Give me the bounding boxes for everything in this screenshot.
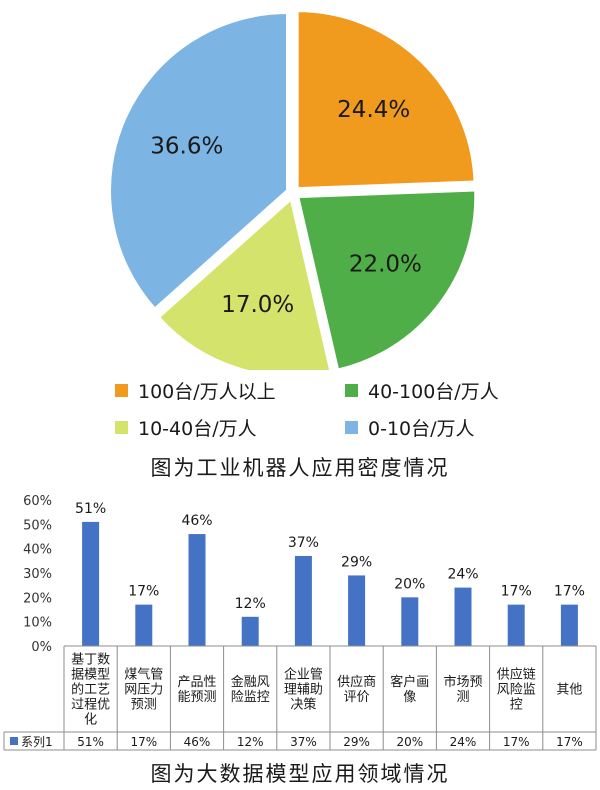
category-label-9-line-3: 控 xyxy=(510,698,523,713)
legend-item-2: 40-100台/万人 xyxy=(345,377,499,404)
legend-item-1: 100台/万人以上 xyxy=(115,377,276,404)
legend-label-1: 100台/万人以上 xyxy=(138,381,276,403)
category-label-5-line-3: 决策 xyxy=(290,697,316,713)
category-label-2-line-3: 预测 xyxy=(131,698,157,713)
bar-value-label-10: 17% xyxy=(554,584,585,600)
y-tick-label-0: 0% xyxy=(31,640,52,655)
pie-slice-label-4: 36.6% xyxy=(150,133,223,159)
bar-1 xyxy=(82,521,100,646)
bar-9 xyxy=(507,604,525,646)
category-label-8-line-2: 测 xyxy=(456,690,469,705)
category-label-3-line-2: 能预测 xyxy=(177,690,216,705)
category-label-1-line-1: 基丁数 xyxy=(71,653,110,668)
bar-8 xyxy=(454,587,472,646)
bar-3 xyxy=(188,534,206,646)
legend-swatch-2 xyxy=(345,384,358,397)
category-label-7-line-1: 客户画 xyxy=(390,674,429,690)
legend-swatch-3 xyxy=(115,421,128,434)
table-value-8: 24% xyxy=(450,735,477,749)
category-label-6-line-2: 评价 xyxy=(344,690,370,705)
bar-value-label-2: 17% xyxy=(128,584,159,600)
pie-slice-2 xyxy=(295,188,478,370)
series-name-label: 系列1 xyxy=(21,735,53,749)
table-value-10: 17% xyxy=(556,735,583,749)
table-value-1: 51% xyxy=(77,735,104,749)
legend-swatch-1 xyxy=(115,384,128,397)
table-value-4: 12% xyxy=(237,735,264,749)
bar-value-label-8: 24% xyxy=(447,567,478,583)
bar-chart: 0% 10% 20% 30% 40% 50% 60% 51% 17% 46% 12% 37% 29% 20… xyxy=(3,494,597,751)
category-label-9-line-1: 供应链 xyxy=(497,667,536,683)
bar-4 xyxy=(241,616,259,646)
bar-value-label-9: 17% xyxy=(501,584,532,600)
pie-caption: 图为工业机器人应用密度情况 xyxy=(150,456,450,480)
table-value-9: 17% xyxy=(503,735,530,749)
table-value-5: 37% xyxy=(290,735,317,749)
bar-value-label-1: 51% xyxy=(75,501,106,517)
legend-label-3: 10-40台/万人 xyxy=(138,418,257,440)
pie-slice-label-3: 17.0% xyxy=(221,292,294,318)
category-label-1-line-3: 的工艺 xyxy=(71,682,110,698)
pie-slice-1 xyxy=(295,9,477,191)
bar-7 xyxy=(401,597,419,646)
category-label-7-line-2: 像 xyxy=(403,690,416,705)
category-label-10-line-1: 其他 xyxy=(556,683,582,698)
bar-value-label-3: 46% xyxy=(181,513,212,529)
category-label-4-line-2: 险监控 xyxy=(231,690,270,705)
y-tick-label-2: 20% xyxy=(23,591,52,606)
category-label-5-line-2: 理辅助 xyxy=(284,683,323,698)
table-value-6: 29% xyxy=(343,735,370,749)
bar-value-label-7: 20% xyxy=(394,576,425,592)
y-tick-label-1: 10% xyxy=(23,616,52,631)
y-tick-label-4: 40% xyxy=(23,543,52,558)
category-label-9-line-2: 风险监 xyxy=(497,683,536,698)
table-value-7: 20% xyxy=(396,735,423,749)
bar-2 xyxy=(135,604,153,646)
series-legend-key xyxy=(10,737,18,745)
bar-caption: 图为大数据模型应用领域情况 xyxy=(150,762,450,786)
pie-slice-label-1: 24.4% xyxy=(337,97,410,123)
category-label-4-line-1: 金融风 xyxy=(231,674,270,690)
bar-value-label-5: 37% xyxy=(288,535,319,551)
pie-slice-3 xyxy=(156,195,333,370)
legend-item-3: 10-40台/万人 xyxy=(115,414,257,441)
legend-label-4: 0-10台/万人 xyxy=(368,418,475,440)
category-label-2-line-1: 煤气管 xyxy=(124,667,163,683)
pie-slice-label-2: 22.0% xyxy=(349,252,422,278)
bar-value-label-6: 29% xyxy=(341,554,372,570)
legend-swatch-4 xyxy=(345,421,358,434)
table-value-3: 46% xyxy=(184,735,211,749)
category-label-8-line-1: 市场预 xyxy=(443,674,482,690)
bar-10 xyxy=(560,604,578,646)
y-tick-label-3: 30% xyxy=(23,567,52,582)
pie-slice-4 xyxy=(108,11,290,312)
legend-item-4: 0-10台/万人 xyxy=(345,414,475,441)
y-tick-label-6: 60% xyxy=(23,494,52,509)
category-label-1-line-2: 据模型 xyxy=(71,668,110,683)
category-label-1-line-5: 化 xyxy=(84,713,97,728)
bar-6 xyxy=(348,575,366,646)
category-label-2-line-2: 网压力 xyxy=(124,683,163,698)
pie-chart: 24.4% 22.0% 17.0% 36.6% xyxy=(108,9,478,370)
bar-value-label-4: 12% xyxy=(235,596,266,612)
category-label-5-line-1: 企业管 xyxy=(284,667,323,683)
bar-5 xyxy=(294,555,312,646)
category-label-6-line-1: 供应商 xyxy=(337,674,376,690)
category-label-3-line-1: 产品性 xyxy=(177,675,216,690)
table-value-2: 17% xyxy=(130,735,157,749)
y-tick-label-5: 50% xyxy=(23,518,52,533)
category-label-1-line-4: 过程优 xyxy=(71,698,110,713)
legend-label-2: 40-100台/万人 xyxy=(368,381,499,403)
